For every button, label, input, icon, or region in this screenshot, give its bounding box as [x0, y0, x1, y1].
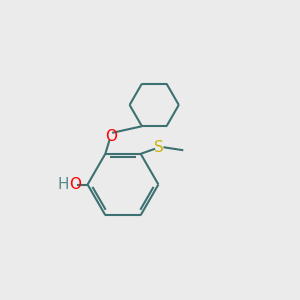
Text: S: S	[154, 140, 164, 155]
Text: H: H	[58, 177, 69, 192]
Text: O: O	[105, 129, 117, 144]
Text: O: O	[69, 177, 81, 192]
